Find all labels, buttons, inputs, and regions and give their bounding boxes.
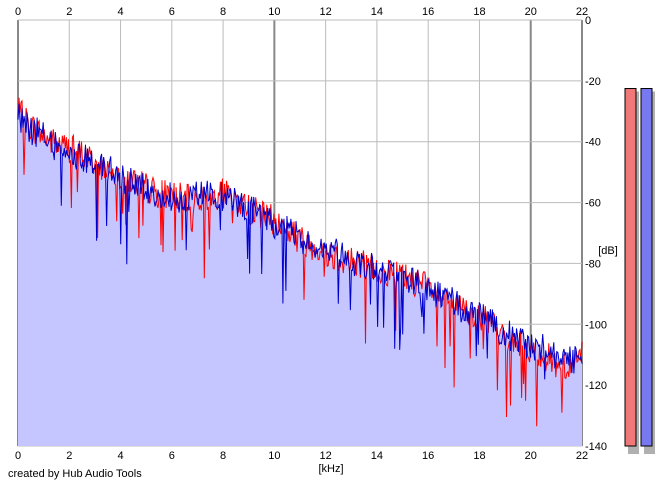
- x-tick-label-top: 16: [422, 6, 434, 18]
- y-tick-label: -60: [585, 198, 601, 210]
- spectrum-fill: [18, 97, 582, 446]
- x-tick-label-top: 0: [15, 6, 21, 18]
- x-tick-label-bottom: 14: [371, 450, 383, 462]
- footer-credit: created by Hub Audio Tools: [8, 468, 142, 480]
- y-tick-label: -120: [585, 380, 607, 392]
- x-tick-label-bottom: 10: [268, 450, 280, 462]
- x-tick-label-bottom: 20: [525, 450, 537, 462]
- y-tick-label: -40: [585, 137, 601, 149]
- x-tick-label-bottom: 6: [169, 450, 175, 462]
- x-axis-label: [kHz]: [318, 463, 343, 475]
- x-tick-label-bottom: 16: [422, 450, 434, 462]
- x-tick-label-bottom: 8: [220, 450, 226, 462]
- x-tick-label-top: 20: [525, 6, 537, 18]
- x-tick-label-top: 2: [66, 6, 72, 18]
- y-axis-label: [dB]: [598, 245, 618, 257]
- y-tick-label: -20: [585, 76, 601, 88]
- x-tick-label-bottom: 18: [473, 450, 485, 462]
- x-tick-label-bottom: 2: [66, 450, 72, 462]
- tick-labels: 002244668810101212141416161818202022220-…: [15, 6, 607, 462]
- x-tick-label-bottom: 22: [576, 450, 588, 462]
- spectrum-area: [18, 97, 582, 446]
- y-tick-label: -80: [585, 258, 601, 270]
- series-blue-line: [17, 103, 583, 380]
- x-tick-label-bottom: 4: [117, 450, 123, 462]
- y-tick-label: -100: [585, 319, 607, 331]
- x-tick-label-top: 8: [220, 6, 226, 18]
- x-tick-label-top: 22: [576, 6, 588, 18]
- series-layer: [17, 97, 583, 427]
- x-tick-label-bottom: 0: [15, 450, 21, 462]
- y-tick-label: -140: [585, 441, 607, 453]
- x-tick-label-top: 18: [473, 6, 485, 18]
- level-meters: [624, 88, 655, 454]
- y-tick-label: 0: [585, 15, 591, 27]
- x-tick-label-top: 14: [371, 6, 383, 18]
- meter-bar-red: [624, 88, 637, 447]
- x-tick-label-bottom: 12: [320, 450, 332, 462]
- x-tick-label-top: 10: [268, 6, 280, 18]
- x-tick-label-top: 4: [117, 6, 123, 18]
- meter-bar-blue: [640, 88, 653, 447]
- x-tick-label-top: 12: [320, 6, 332, 18]
- x-tick-label-top: 6: [169, 6, 175, 18]
